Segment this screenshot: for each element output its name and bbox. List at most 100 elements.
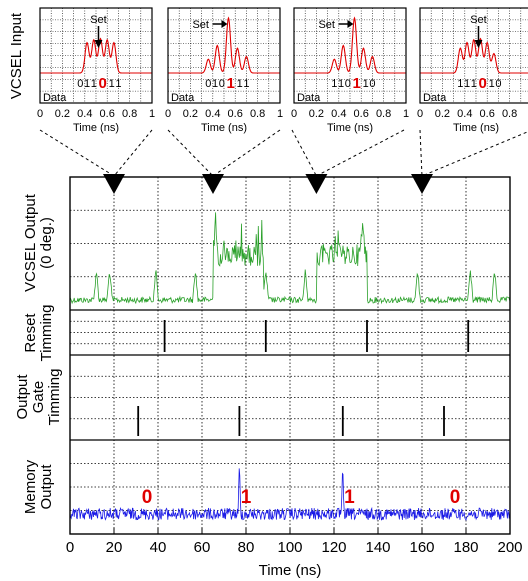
set-marker-triangle <box>103 174 125 194</box>
set-connectors <box>39 129 528 177</box>
panel-ylabel-reset: Timming <box>38 305 55 362</box>
connector-line <box>316 129 405 177</box>
x-tick-label: 120 <box>321 539 346 556</box>
inset-x-tick-label: 0.2 <box>55 108 70 120</box>
inset-bit-highlight: 1 <box>353 75 361 92</box>
memory-bit-label: 0 <box>142 487 153 508</box>
inset-input-trace <box>294 16 406 74</box>
inset-x-tick-label: 0.4 <box>205 108 220 120</box>
connector-line <box>419 129 423 177</box>
inset-x-tick-label: 0 <box>291 108 297 120</box>
inset-bit: 0 <box>219 78 225 90</box>
inset-frame <box>293 7 407 104</box>
panel-ylabel-vcsel: (0 deg.) <box>38 217 55 269</box>
inset-bit: 1 <box>84 78 90 90</box>
inset-set-label: Set <box>90 14 107 26</box>
set-arrow-head <box>474 40 483 48</box>
inset-bit: 1 <box>457 78 463 90</box>
inset-bit: 0 <box>205 78 211 90</box>
inset-data-label: Data <box>423 92 447 104</box>
inset-bit: 1 <box>489 78 495 90</box>
set-marker-triangle <box>411 174 433 194</box>
inset-x-tick-label: 0.6 <box>354 108 369 120</box>
inset-x-tick-label: 0 <box>37 108 43 120</box>
panel-ylabel-output_gate: Gate <box>30 381 47 414</box>
connector-line <box>291 129 317 177</box>
x-tick-label: 100 <box>277 539 302 556</box>
inset-bit: 1 <box>115 78 121 90</box>
inset-x-tick-label: 0.6 <box>100 108 115 120</box>
connector-line <box>167 129 214 177</box>
inset-x-tick-label: 1 <box>403 108 409 120</box>
inset-bit: 1 <box>331 78 337 90</box>
inset-input-trace <box>168 16 280 74</box>
inset-x-tick-label: 0.4 <box>77 108 92 120</box>
inset-bit: 0 <box>369 78 375 90</box>
inset-x-tick-label: 1 <box>277 108 283 120</box>
inset-x-axis-label: Time (ns) <box>73 122 119 134</box>
inset-input-trace <box>40 37 152 74</box>
inset-x-tick-label: 0 <box>417 108 423 120</box>
inset-set-label: Set <box>318 19 335 31</box>
x-tick-label: 0 <box>66 539 74 556</box>
inset-bit: 1 <box>363 78 369 90</box>
panel-ylabel-memory: Output <box>38 464 55 510</box>
inset-bit: 1 <box>338 78 344 90</box>
inset-set-label: Set <box>192 19 209 31</box>
inset-x-tick-label: 0 <box>165 108 171 120</box>
inset-input-trace <box>420 37 528 74</box>
memory-output-trace <box>69 468 511 521</box>
x-tick-label: 160 <box>409 539 434 556</box>
inset-x-tick-label: 0.8 <box>376 108 391 120</box>
panel-ylabel-output_gate: Timming <box>46 369 63 426</box>
inset-bit: 1 <box>212 78 218 90</box>
x-tick-label: 140 <box>365 539 390 556</box>
inset-x-tick-label: 0.2 <box>183 108 198 120</box>
set-arrow-head <box>347 20 354 28</box>
panel-ylabel-memory: Memory <box>22 459 39 514</box>
set-arrow-head <box>221 20 228 28</box>
inset-bit-highlight: 1 <box>227 75 235 92</box>
panel-ylabel-reset: Reset <box>22 313 39 353</box>
inset-bit: 0 <box>345 78 351 90</box>
inset-data-label: Data <box>43 92 67 104</box>
inset-frame <box>39 7 153 104</box>
set-arrow-head <box>94 40 103 48</box>
inset-x-tick-label: 0.6 <box>228 108 243 120</box>
x-tick-label: 180 <box>453 539 478 556</box>
inset-bit: 0 <box>495 78 501 90</box>
connector-line <box>113 129 153 177</box>
inset-x-axis-label: Time (ns) <box>327 122 373 134</box>
connector-line <box>421 131 528 177</box>
panel-ylabel-vcsel: VCSEL Output <box>22 193 39 292</box>
inset-frame <box>167 7 281 104</box>
inset-bit: 0 <box>77 78 83 90</box>
memory-bit-label: 1 <box>344 487 355 508</box>
input-ylabel: VCSEL Input <box>8 12 25 99</box>
panel-ylabel-output_gate: Output <box>14 374 31 420</box>
inset-x-tick-label: 0.4 <box>331 108 346 120</box>
connector-line <box>39 129 115 177</box>
inset-x-tick-label: 0.8 <box>502 108 517 120</box>
inset-x-axis-label: Time (ns) <box>201 122 247 134</box>
inset-bit: 1 <box>471 78 477 90</box>
inset-data-label: Data <box>171 92 195 104</box>
inset-bit: 1 <box>464 78 470 90</box>
inset-bit: 1 <box>109 78 115 90</box>
inset-bit: 1 <box>237 78 243 90</box>
inset-bit-highlight: 0 <box>99 75 107 92</box>
x-tick-label: 60 <box>194 539 211 556</box>
inset-bit: 1 <box>91 78 97 90</box>
inset-x-tick-label: 0.8 <box>250 108 265 120</box>
inset-x-tick-label: 1 <box>149 108 155 120</box>
inset-x-tick-label: 0.2 <box>309 108 324 120</box>
x-tick-label: 80 <box>238 539 255 556</box>
x-tick-label: 200 <box>497 539 522 556</box>
inset-set-label: Set <box>470 14 487 26</box>
